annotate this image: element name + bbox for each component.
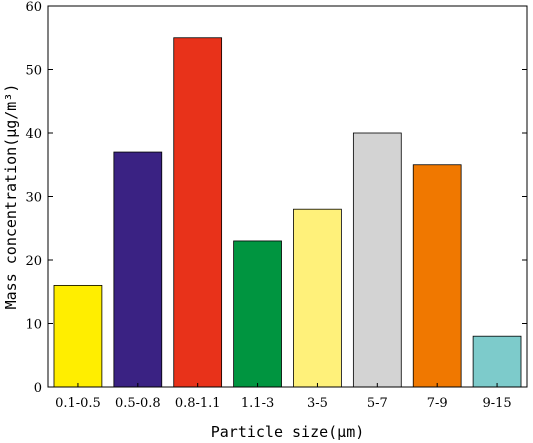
y-tick-label: 10 (25, 318, 42, 333)
bar-0.5-0.8 (113, 151, 163, 388)
bar-7-9 (412, 164, 462, 388)
y-tick-label: 20 (25, 254, 42, 269)
y-tick-label: 40 (25, 127, 42, 142)
bar-0.8-1.1 (173, 37, 223, 388)
x-axis: 0.1-0.5 0.5-0.8 0.8-1.1 1.1-3 3-5 5-7 7-9 9-15 (55, 383, 512, 411)
bar-5-7 (352, 132, 402, 388)
x-axis-title: Particle size(μm) (211, 423, 365, 441)
x-tick-label: 0.5-0.8 (115, 396, 161, 411)
x-tick-label: 1.1-3 (241, 396, 274, 411)
x-tick-label: 5-7 (367, 396, 388, 411)
x-tick-label: 3-5 (307, 396, 328, 411)
y-tick-label: 60 (25, 0, 42, 15)
bars-group (53, 37, 522, 388)
x-tick-label: 7-9 (427, 396, 448, 411)
x-tick-label: 0.8-1.1 (175, 396, 221, 411)
x-tick-label: 9-15 (482, 396, 511, 411)
y-axis-title: Mass concentration(μg/m³) (2, 84, 20, 310)
bar-0.1-0.5 (53, 284, 103, 388)
bar-3-5 (293, 208, 342, 388)
x-tick-label: 0.1-0.5 (55, 396, 101, 411)
y-tick-label: 0 (34, 381, 42, 396)
bar-9-15 (472, 335, 522, 388)
y-axis: 0 10 20 30 40 50 60 (25, 0, 527, 396)
y-tick-label: 30 (25, 191, 42, 206)
bar-1.1-3 (233, 240, 282, 388)
y-tick-label: 50 (25, 64, 42, 79)
